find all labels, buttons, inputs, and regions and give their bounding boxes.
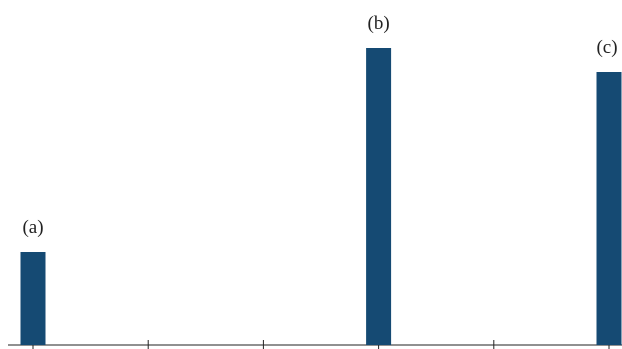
bar-annotation: (b) [368,13,390,34]
bar [596,72,622,345]
bar-annotation: (c) [596,37,617,58]
bar [366,48,392,345]
bar-annotation: (a) [22,217,43,238]
bar [20,252,46,345]
